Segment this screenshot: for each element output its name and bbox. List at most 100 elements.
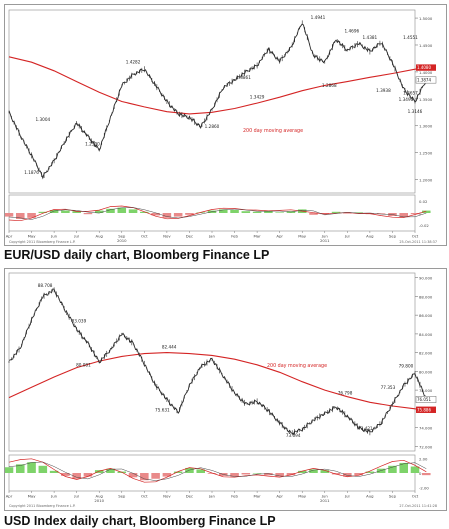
oscillator-bar	[128, 209, 138, 213]
oscillator-bar	[388, 465, 397, 473]
x-tick-label: Jul	[344, 494, 350, 499]
oscillator-bar	[173, 471, 183, 473]
oscillator-bar	[162, 213, 172, 218]
x-tick-label: Jun	[321, 494, 329, 499]
price-line	[8, 288, 427, 435]
oscillator-bar	[264, 210, 273, 213]
x-tick-label: Sep	[389, 494, 397, 499]
oscillator-bar	[16, 213, 25, 219]
oscillator-bar	[399, 462, 408, 473]
ma-value-tag-label: 75.886	[417, 407, 431, 412]
oscillator-signal-line	[8, 205, 427, 222]
price-value-tag	[415, 76, 437, 84]
x-tick-label: Sep	[389, 234, 397, 239]
oscillator-bar	[94, 210, 104, 213]
y-tick-label: 1.4500	[419, 43, 433, 48]
x-tick-label: May	[28, 234, 37, 239]
x-tick-label: Jun	[50, 234, 58, 239]
oscillator-bar	[61, 473, 70, 476]
oscillator-bar	[297, 470, 307, 473]
oscillator-bar	[4, 213, 14, 217]
x-tick-label: Nov	[163, 234, 171, 239]
price-annotation: 77.353	[381, 385, 396, 390]
x-tick-label: Feb	[231, 494, 238, 499]
price-annotation: 1.3938	[376, 88, 391, 93]
ma-value-tag-label: 1.4080	[417, 65, 431, 70]
oscillator-bar	[61, 210, 70, 213]
x-tick-label: May	[28, 494, 37, 499]
oscillator-bar	[241, 211, 251, 213]
x-tick-label: Apr	[276, 494, 283, 499]
oscillator-bar	[94, 470, 104, 473]
x-tick-label: May	[298, 234, 307, 239]
oscillator-bar	[399, 213, 408, 218]
oscillator-bar	[219, 209, 228, 213]
price-annotation: 75.631	[155, 407, 170, 412]
oscillator-bar	[106, 208, 115, 213]
price-value-tag	[415, 396, 437, 403]
oscillator-y-tick-label: -2.00	[419, 485, 429, 490]
x-tick-label: Feb	[231, 234, 238, 239]
x-tick-label: Jul	[73, 494, 79, 499]
y-tick-label: 82.000	[419, 351, 433, 356]
x-tick-label: Apr	[276, 234, 283, 239]
oscillator-bar	[83, 213, 93, 215]
price-annotation: 79.800	[399, 363, 414, 368]
price-annotation: 1.3861	[236, 75, 251, 80]
ma-value-tag	[416, 64, 436, 71]
oscillator-bar	[106, 468, 115, 473]
price-annotation: 1.3657	[403, 91, 418, 96]
oscillator-bar	[376, 468, 386, 473]
oscillator-bar	[140, 211, 149, 213]
eurusd-chart-caption: EUR/USD daily chart, Bloomberg Finance L…	[4, 248, 270, 262]
y-tick-label: 84.000	[419, 332, 433, 337]
price-annotation: 1.4941	[311, 15, 326, 20]
price-annotation: 1.2868	[322, 83, 337, 88]
x-tick-label: Oct	[141, 234, 148, 239]
price-annotation: 1.4381	[363, 35, 378, 40]
price-annotation: 1.4696	[345, 28, 360, 33]
price-annotation: 1.3146	[408, 109, 423, 114]
oscillator-signal-line	[8, 458, 427, 483]
y-tick-label: 86.000	[419, 313, 433, 318]
price-annotation: 1.2590	[85, 141, 100, 146]
oscillator-y-tick-label: 0	[419, 211, 422, 216]
eurusd-chart: 1.2000 1.2500 1.3000 1.3500 1.4000 1.4500 1.50…	[4, 9, 437, 244]
x-tick-label: Jul	[73, 234, 79, 239]
x-tick-label: Dec	[186, 234, 193, 239]
oscillator-bar	[72, 211, 81, 213]
oscillator-bar	[4, 467, 14, 473]
price-line	[8, 23, 427, 180]
x-year-label: 2011	[320, 498, 330, 503]
oscillator-bar	[49, 210, 59, 213]
y-tick-label: 90.000	[419, 276, 433, 281]
oscillator-y-tick-label: 2.00	[419, 457, 428, 462]
x-tick-label: Oct	[141, 494, 148, 499]
x-tick-label: Jan	[208, 234, 215, 239]
price-annotation: 80.081	[76, 362, 91, 367]
oscillator-bar	[196, 469, 205, 473]
moving-average-label: 200 day moving average	[243, 128, 303, 134]
oscillator-bar	[128, 473, 138, 478]
oscillator-y-tick-label: -0.02	[419, 223, 429, 228]
price-annotation: 1.1876	[24, 170, 39, 175]
oscillator-bar	[331, 473, 341, 475]
oscillator-bar	[185, 467, 194, 473]
x-tick-label: Aug	[366, 494, 374, 499]
y-tick-label: 1.3500	[419, 97, 433, 102]
price-annotation: 1.3004	[36, 117, 51, 122]
oscillator-bar	[230, 473, 239, 477]
price-annotation: 73.421	[358, 426, 373, 431]
y-tick-label: 88.000	[419, 294, 433, 299]
oscillator-bar	[151, 213, 160, 216]
oscillator-bar	[72, 473, 81, 479]
timestamp-label: 27-Oct-2011 11:41:28	[399, 504, 437, 508]
oscillator-bar	[140, 473, 149, 481]
y-tick-label: 80.000	[419, 369, 433, 374]
oscillator-bar	[320, 213, 330, 215]
x-tick-label: Mar	[254, 234, 262, 239]
oscillator-macd-line	[8, 461, 427, 481]
x-tick-label: Apr	[6, 234, 13, 239]
oscillator-bar	[331, 211, 341, 213]
x-tick-label: Dec	[186, 494, 193, 499]
